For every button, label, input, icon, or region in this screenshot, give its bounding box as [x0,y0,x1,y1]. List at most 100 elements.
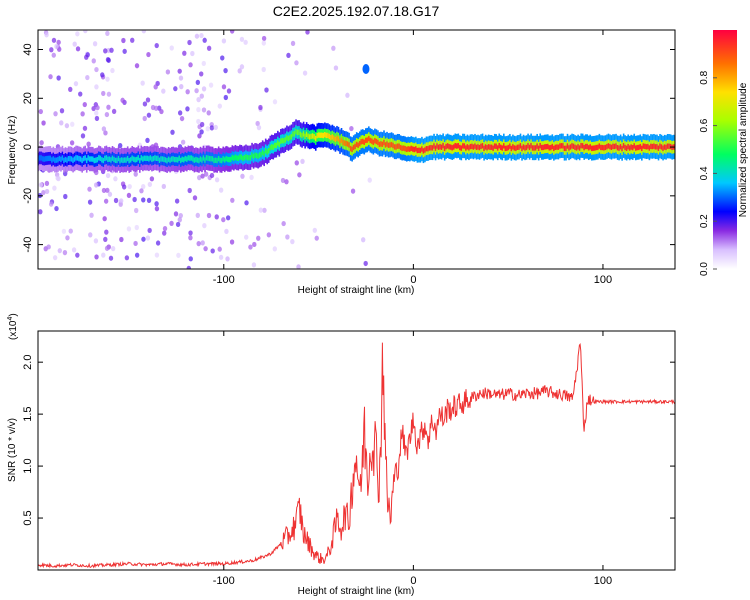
spectrogram-cell [374,138,376,144]
spectrogram-cell [179,115,185,122]
spectrogram-cell [503,143,505,149]
spectrogram-cell [380,141,382,147]
spectrogram-cell [103,198,109,204]
spectrogram-cell [355,141,358,148]
spectrogram-cell [223,94,229,101]
spectrogram-cell [220,157,223,164]
spectrogram-cell [110,67,115,74]
spectrogram-cell [424,147,426,153]
spectrogram-cell [73,156,76,162]
spectrogram-cell [419,147,422,154]
spectrogram-cell [162,225,168,232]
spectrogram-cell [146,197,152,203]
spectrogram-cell [280,138,282,144]
spectrogram-cell [128,157,130,164]
spectrogram-cell [186,265,192,269]
spectrogram-cell [657,145,660,151]
spectrogram-cell [41,189,46,196]
spectrogram-cell [378,141,381,148]
spectrogram-cell [239,64,245,70]
spectrogram-cell [572,143,575,149]
spectrogram-cell [600,144,602,151]
spectrogram-cell [319,132,322,138]
spectrogram-cell [405,146,408,153]
spectrogram-cell [154,155,156,161]
spectrogram-cell [188,62,193,68]
spectrogram-cell [351,146,353,153]
spectrogram-cell [542,144,545,151]
spectrogram-cell [195,79,201,85]
spectrogram-cell [111,108,117,114]
spectrogram-cell [660,144,663,150]
spectrogram-cell [150,104,156,111]
spectrogram-cell [293,130,296,137]
y-tick-label: 20 [22,92,34,104]
spectrogram-cell [121,184,127,190]
spectrogram-cell [416,147,419,154]
spectrogram-cell [151,156,153,162]
x-tick-label: 0 [410,274,416,286]
spectrogram-cell [430,145,432,151]
spectrogram-cell [308,134,311,140]
spectrogram-cell [258,152,261,158]
spectrogram-x-ticks: -100 0 100 [213,30,612,286]
spectrogram-cell [365,137,367,144]
y-tick-label: -20 [22,188,34,204]
spectrogram-cell [481,143,484,149]
spectrogram-cell [489,144,491,150]
spectrogram-cell [225,215,231,221]
spectrogram-cell [647,143,649,150]
spectrogram-cell [656,144,658,150]
spectrogram-cell [94,66,99,73]
spectrogram-cell [68,228,73,234]
spectrogram-cell [237,155,240,161]
spectrogram-cell [668,143,670,149]
spectrogram-cell [44,188,50,195]
spectrogram-cell [229,30,235,34]
spectrogram-cell [290,40,296,46]
spectrogram-cell [506,145,508,151]
spectrogram-cell [154,252,160,258]
spectrogram-cell [249,174,254,180]
spectrogram-cell [126,192,132,198]
spectrogram-cell [630,144,633,150]
spectrogram-cell [381,141,384,148]
spectrogram-cell [509,143,511,149]
spectrogram-cell [262,207,267,213]
spectrogram-cell [627,143,629,150]
spectrogram-cell [390,141,393,148]
spectrogram-cell [334,136,337,143]
spectrogram-cell [40,155,43,161]
spectrogram-cell [316,132,319,139]
spectrogram-cell [104,111,110,118]
spectrogram-cell [305,30,310,35]
snr-frame [37,330,676,571]
spectrogram-cell [51,37,57,43]
spectrogram-cell [256,235,261,241]
spectrogram-cell [258,104,263,111]
spectrogram-cell [91,58,96,64]
spectrogram-cell [230,197,235,203]
spectrogram-cell [58,155,61,162]
spectrogram-cell [292,131,294,137]
spectrogram-cell [360,237,366,243]
spectrogram-cell [625,145,628,151]
spectrogram-cell [669,143,672,150]
spectrogram-cell [601,144,604,151]
spectrogram-cell [472,144,475,150]
spectrogram-cell [43,156,46,162]
spectrogram-cell [401,145,403,151]
spectrogram-cell [56,75,61,81]
spectrogram-cell [358,140,361,147]
spectrogram-cell [256,125,262,131]
spectrogram-cell [603,145,605,151]
spectrogram-cell [99,155,102,162]
spectrogram-cell [210,248,215,254]
spectrogram-cell [145,97,151,103]
spectrogram-cell [443,145,446,152]
spectrogram-cell [534,145,537,151]
spectrogram-cell [188,230,193,236]
spectrogram-cell [297,172,302,178]
spectrogram-cell [342,139,344,146]
spectrogram-cell [94,84,99,90]
